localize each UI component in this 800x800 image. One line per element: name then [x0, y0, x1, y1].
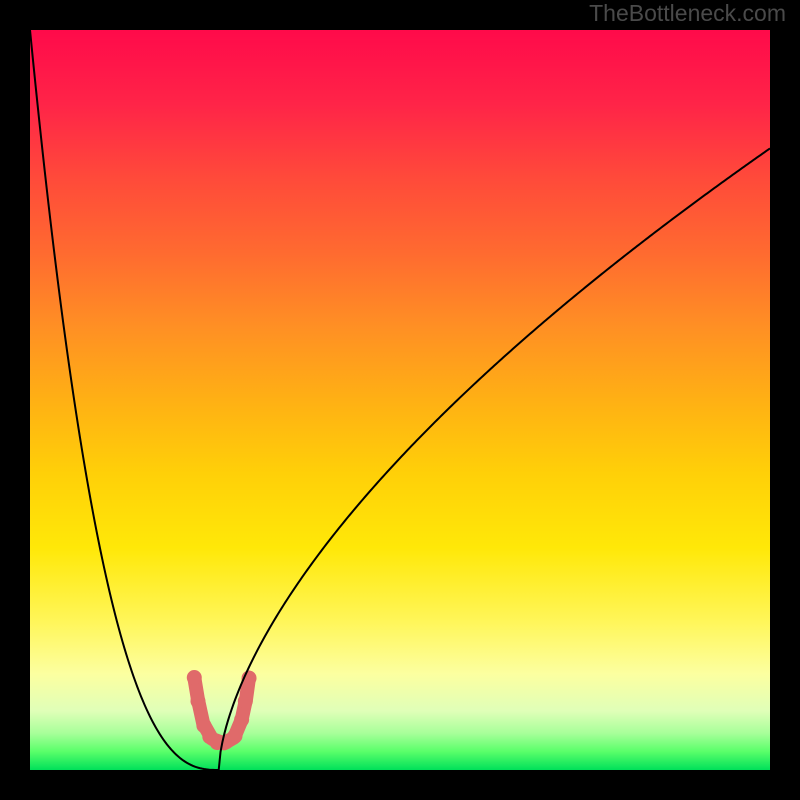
watermark-text: TheBottleneck.com — [589, 0, 786, 26]
valley-dot — [187, 670, 202, 685]
valley-dot — [190, 694, 205, 709]
gradient-plot-background — [30, 30, 770, 770]
valley-dot — [227, 728, 242, 743]
bottleneck-chart: TheBottleneck.com — [0, 0, 800, 800]
valley-dot — [234, 712, 249, 727]
valley-dot — [238, 694, 253, 709]
